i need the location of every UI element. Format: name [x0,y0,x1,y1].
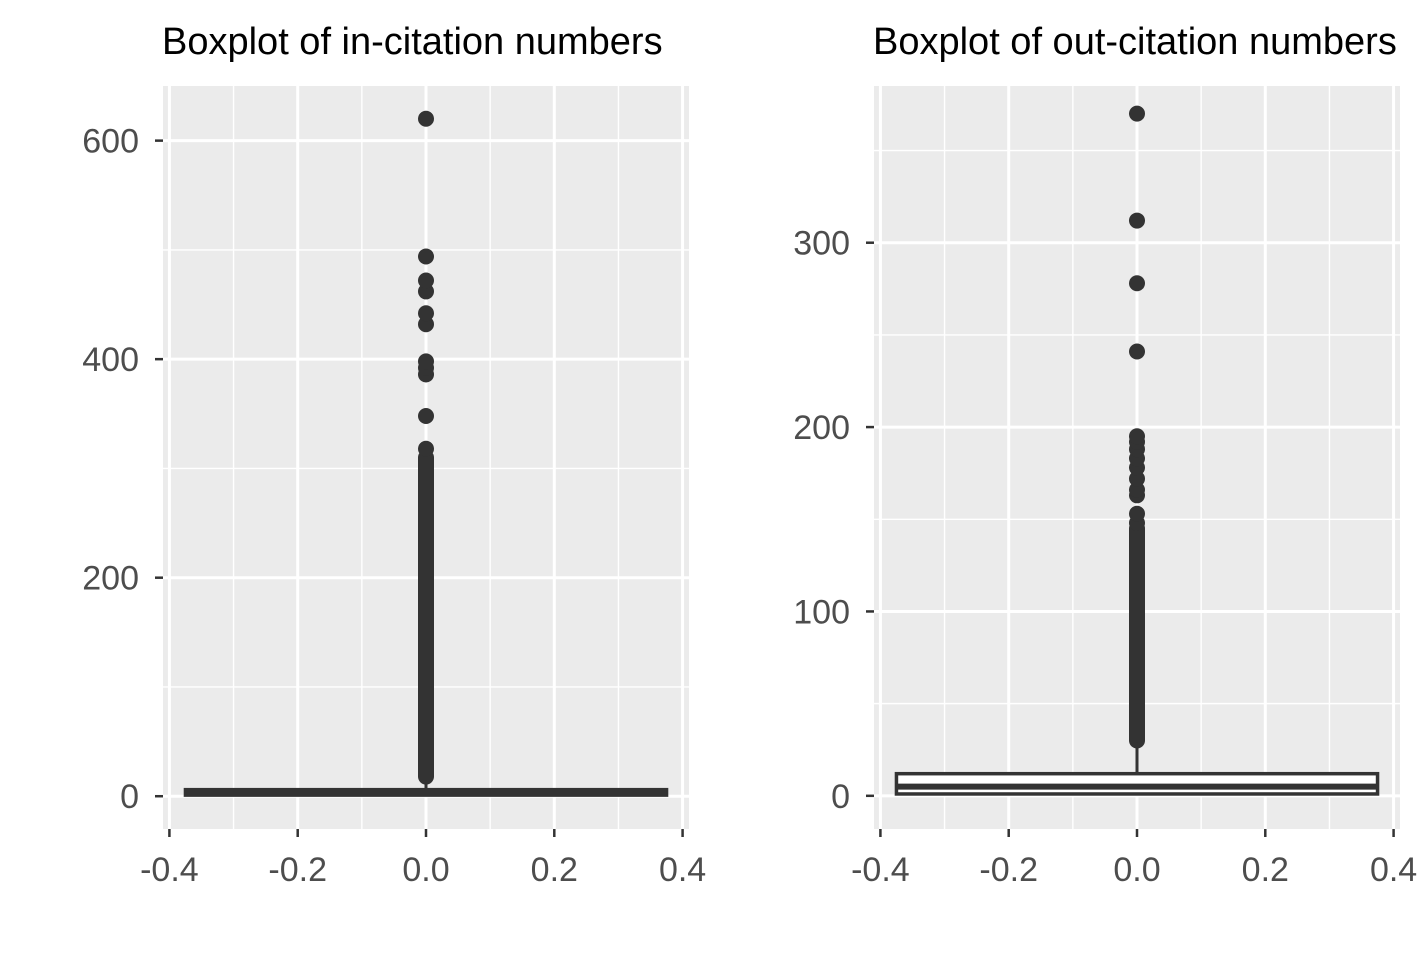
out-citation-x-tick-label: 0.0 [1113,851,1160,889]
in-citation-outlier-point [418,272,434,289]
in-citation-y-tick-label: 200 [82,560,139,598]
out-citation-outlier-point [1129,505,1145,522]
out-citation-y-tick-label: 300 [793,225,850,263]
in-citation-outlier-point [418,110,434,127]
in-citation-y-tick-label: 0 [120,778,139,816]
in-citation-boxplot-panel: Boxplot of in-citation numbers -0.4 -0.2 0… [82,21,706,889]
out-citation-outlier-point [1129,212,1145,229]
out-citation-outlier-point [1129,105,1145,122]
in-citation-x-tick-label: 0.2 [531,851,578,889]
in-citation-x-tick-label: -0.4 [140,851,199,889]
in-citation-outlier-point [418,407,434,424]
in-citation-x-tick-label: 0.0 [402,851,449,889]
out-citation-outlier-point [1129,470,1145,487]
in-citation-x-tick-label: -0.2 [268,851,327,889]
in-citation-y-tick-label: 400 [82,341,139,379]
out-citation-outlier-point [1129,481,1145,498]
out-citation-y-tick-label: 0 [831,778,850,816]
in-citation-outlier-point [418,305,434,322]
out-citation-y-tick-label: 100 [793,593,850,631]
out-citation-outlier-point [1129,428,1145,445]
out-citation-y-tick-label: 200 [793,409,850,447]
out-citation-x-tick-label: -0.2 [979,851,1038,889]
out-citation-boxplot-panel: Boxplot of out-citation numbers -0.4 -0.2… [793,21,1417,889]
out-citation-x-tick-label: -0.4 [851,851,910,889]
out-citation-outlier-cluster [1129,520,1145,749]
in-citation-outlier-point [418,353,434,370]
chart-title-in-citation: Boxplot of in-citation numbers [162,21,663,63]
chart-title-out-citation: Boxplot of out-citation numbers [873,21,1397,63]
out-citation-x-tick-label: 0.2 [1242,851,1289,889]
in-citation-outlier-point [418,248,434,265]
out-citation-outlier-point [1129,343,1145,360]
out-citation-x-tick-label: 0.4 [1370,851,1417,889]
in-citation-x-tick-label: 0.4 [659,851,706,889]
in-citation-outlier-point [418,440,434,457]
in-citation-y-tick-label: 600 [82,123,139,161]
in-citation-outlier-cluster [418,449,434,785]
out-citation-outlier-point [1129,275,1145,292]
